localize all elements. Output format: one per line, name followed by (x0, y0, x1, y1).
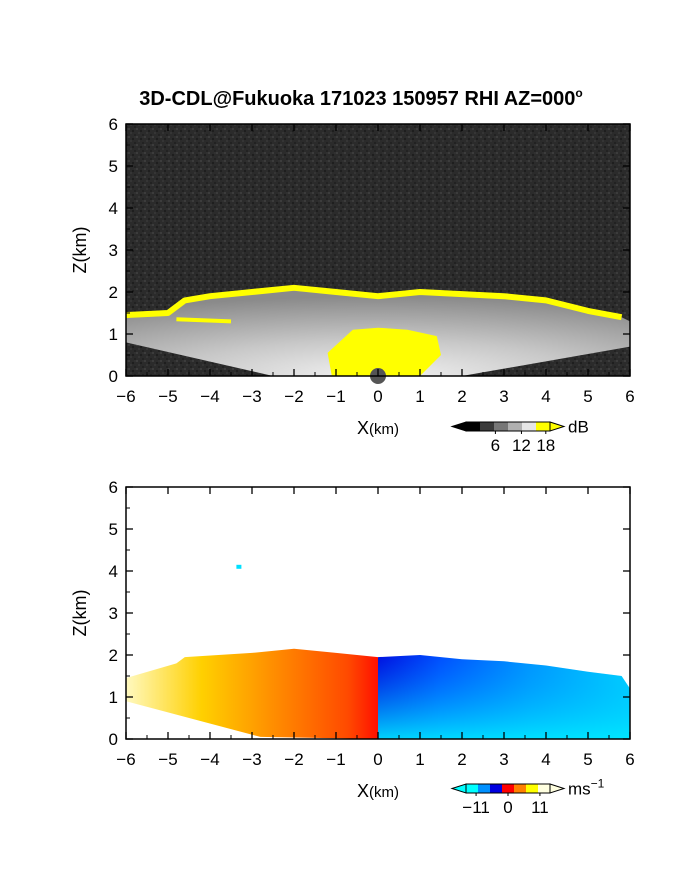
backscatter-colorbar-segment (522, 422, 537, 431)
backscatter-x-tick-label: −4 (200, 387, 219, 406)
backscatter-echo-top-band (125, 284, 623, 321)
velocity-x-tick-label: −2 (284, 750, 303, 769)
backscatter-colorbar-segment (536, 422, 551, 431)
velocity-x-tick-label: 0 (373, 750, 382, 769)
velocity-x-axis-label: X(km) (357, 781, 399, 801)
velocity-x-tick-label: −5 (158, 750, 177, 769)
backscatter-lower-band (176, 317, 232, 324)
backscatter-y-tick-label: 4 (109, 199, 118, 218)
velocity-y-tick-label: 0 (109, 730, 118, 749)
velocity-colorbar-tick-label: −11 (462, 798, 490, 817)
velocity-y-tick-label: 6 (109, 478, 118, 497)
velocity-colorbar: ms−1 −11 0 11 (450, 777, 605, 817)
velocity-x-tick-label: 1 (415, 750, 424, 769)
velocity-panel: −6 −5 −4 −3 −2 −1 0 1 2 3 4 5 6 0 1 2 3 4 5 6 Z(km) X(km) m… (70, 478, 635, 817)
velocity-y-tick-label: 2 (109, 646, 118, 665)
velocity-colorbar-segment (526, 784, 539, 793)
backscatter-y-tick-label: 2 (109, 283, 118, 302)
velocity-axes: −6 −5 −4 −3 −2 −1 0 1 2 3 4 5 6 0 1 2 3 4 5 6 (109, 478, 635, 769)
velocity-x-tick-label: 4 (541, 750, 550, 769)
velocity-x-tick-label: −1 (326, 750, 345, 769)
backscatter-y-tick-label: 5 (109, 157, 118, 176)
backscatter-colorbar-tick-label: 18 (536, 436, 555, 455)
velocity-colorbar-tick-label: 11 (531, 798, 549, 817)
backscatter-colorbar-tick-label: 12 (512, 436, 531, 455)
velocity-colorbar-segment (538, 784, 551, 793)
backscatter-echo-layer (125, 284, 630, 384)
velocity-y-tick-label: 5 (109, 520, 118, 539)
velocity-x-tick-label: 3 (499, 750, 508, 769)
backscatter-x-axis-label: X(km) (357, 418, 399, 438)
backscatter-colorbar-high-arrow (549, 421, 566, 432)
backscatter-x-tick-label: −1 (326, 387, 345, 406)
figure-title: 3D-CDL@Fukuoka 171023 150957 RHI AZ=000o (139, 86, 583, 110)
velocity-colorbar-high-arrow (549, 783, 566, 794)
backscatter-x-tick-label: −5 (158, 387, 177, 406)
backscatter-x-tick-label: −2 (284, 387, 303, 406)
velocity-echo-layer (126, 564, 630, 739)
backscatter-colorbar-segment (480, 422, 495, 431)
velocity-colorbar-segment (466, 784, 479, 793)
backscatter-colorbar-segment (466, 422, 481, 431)
velocity-colorbar-segment (514, 784, 527, 793)
backscatter-y-tick-label: 6 (109, 115, 118, 134)
velocity-x-tick-label: −6 (116, 750, 135, 769)
backscatter-x-tick-label: 2 (457, 387, 466, 406)
backscatter-y-tick-label: 0 (109, 367, 118, 386)
backscatter-x-tick-label: 4 (541, 387, 550, 406)
velocity-y-tick-label: 4 (109, 562, 118, 581)
backscatter-x-tick-label: 1 (415, 387, 424, 406)
backscatter-colorbar-segment (508, 422, 523, 431)
velocity-x-tick-label: 6 (625, 750, 634, 769)
velocity-approaching-lower-shade (378, 655, 630, 739)
backscatter-x-tick-label: −6 (116, 387, 135, 406)
backscatter-near-ground-saturation (327, 327, 441, 376)
velocity-x-tick-label: −3 (242, 750, 261, 769)
velocity-colorbar-tick-label: 0 (503, 798, 512, 817)
velocity-y-tick-label: 3 (109, 604, 118, 623)
backscatter-x-tick-label: 0 (373, 387, 382, 406)
velocity-y-tick-label: 1 (109, 688, 118, 707)
velocity-colorbar-segment (490, 784, 503, 793)
velocity-x-tick-label: 5 (583, 750, 592, 769)
velocity-isolated-echo (236, 564, 242, 569)
velocity-colorbar-low-arrow (450, 783, 467, 794)
velocity-colorbar-segment (502, 784, 515, 793)
backscatter-y-axis-label: Z(km) (70, 227, 90, 274)
backscatter-x-tick-label: 3 (499, 387, 508, 406)
backscatter-y-tick-label: 1 (109, 325, 118, 344)
backscatter-x-tick-label: 5 (583, 387, 592, 406)
velocity-y-axis-label: Z(km) (70, 590, 90, 637)
backscatter-colorbar-low-arrow (450, 421, 467, 432)
velocity-colorbar-segment (478, 784, 491, 793)
backscatter-colorbar: dB 6 12 18 (450, 418, 589, 455)
backscatter-colorbar-tick-label: 6 (491, 436, 500, 455)
backscatter-colorbar-segment (494, 422, 509, 431)
velocity-x-tick-label: 2 (457, 750, 466, 769)
velocity-colorbar-unit: ms−1 (568, 777, 605, 799)
velocity-x-tick-label: −4 (200, 750, 219, 769)
backscatter-axes: −6 −5 −4 −3 −2 −1 0 1 2 3 4 5 6 0 1 2 3 4 5 6 (109, 115, 635, 406)
backscatter-colorbar-unit: dB (568, 418, 589, 437)
velocity-receding-region (126, 648, 378, 739)
backscatter-x-tick-label: −3 (242, 387, 261, 406)
backscatter-x-tick-label: 6 (625, 387, 634, 406)
backscatter-y-tick-label: 3 (109, 241, 118, 260)
